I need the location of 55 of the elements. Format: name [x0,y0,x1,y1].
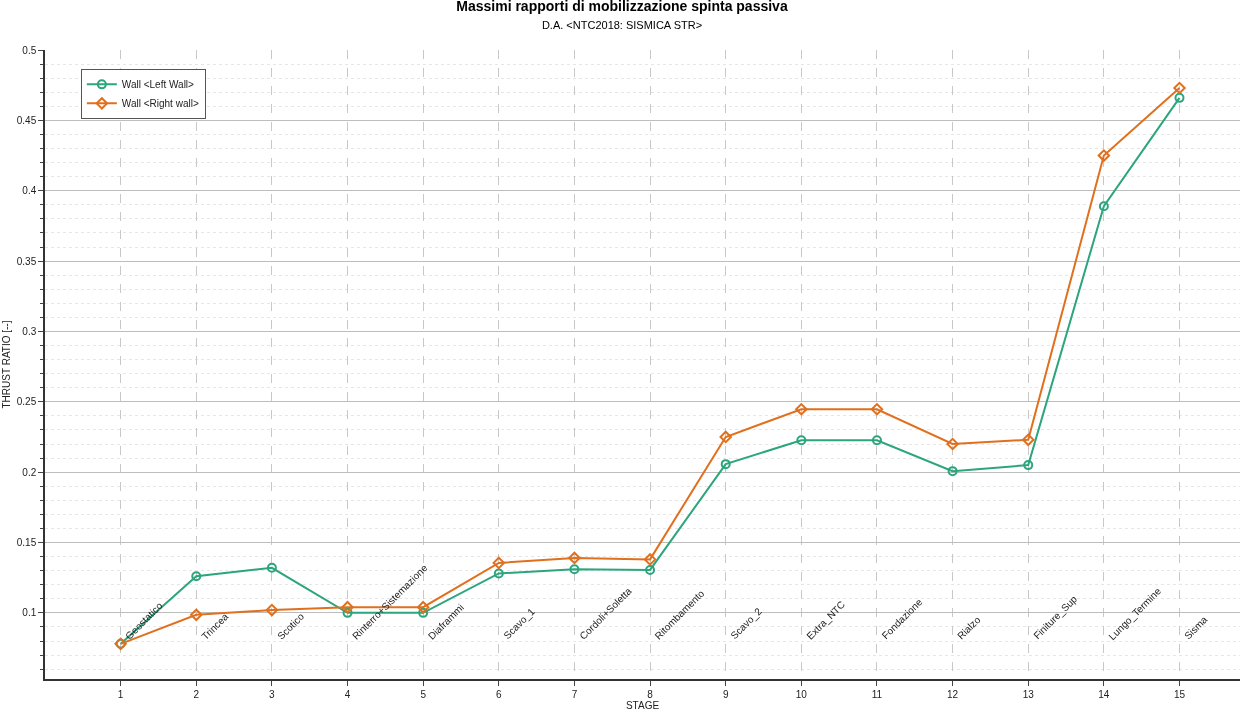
point [492,556,505,570]
point [947,466,958,477]
point [645,564,656,575]
legend-label: Wall <Left Wall> [121,79,195,91]
point [1022,433,1035,446]
x-tick-label: 15 [1173,688,1186,700]
y-tick-label: 0.4 [22,185,37,197]
x-tick-label: 6 [496,688,503,700]
point [190,608,203,622]
point [870,403,884,416]
x-axis-title: STAGE [625,699,660,711]
y-tick-label: 0.45 [16,114,37,126]
point [1173,81,1186,95]
x-tick-label: 11 [871,688,883,700]
y-tick-label: 0.5 [22,44,37,56]
y-tick-label: 0.2 [22,466,37,478]
x-tick-label: 9 [722,688,729,700]
point [568,551,581,565]
x-tick-label: 14 [1098,688,1110,700]
point [265,603,279,617]
point [1098,201,1109,212]
x-tick-label: 13 [1022,688,1035,700]
x-tick-label: 10 [795,688,808,700]
x-tick-label: 12 [947,688,959,700]
x-tick-label: 5 [420,688,427,700]
point [493,568,504,579]
y-tick-label: 0.25 [16,396,37,408]
point [266,562,277,573]
x-tick-label: 4 [344,688,351,700]
point [643,553,657,566]
y-axis-title: THRUST RATIO [--] [1,320,13,409]
y-tick-label: 0.35 [16,255,37,267]
x-tick-label: 2 [193,688,200,700]
point [1097,149,1111,162]
x-tick-label: 3 [269,688,276,700]
point [871,435,882,446]
y-tick-label: 0.3 [22,325,37,337]
x-tick-label: 7 [571,688,578,700]
point [719,430,732,444]
chart-subtitle: D.A. <NTC2018: SISMICA STR> [541,18,703,31]
y-tick-label: 0.1 [22,607,37,619]
legend-label: Wall <Right wall> [121,98,199,110]
point [1023,460,1034,471]
point [720,459,731,470]
point [1174,92,1185,103]
point [795,403,808,416]
point [946,437,959,451]
x-tick-label: 1 [117,688,124,700]
point [191,571,202,582]
y-tick-label: 0.15 [16,537,37,549]
point [796,435,807,446]
chart-title: Massimi rapporti di mobilizzazione spinta passiva [456,0,788,14]
point [569,564,580,575]
x-tick-label: 8 [647,688,654,700]
point [342,607,353,618]
